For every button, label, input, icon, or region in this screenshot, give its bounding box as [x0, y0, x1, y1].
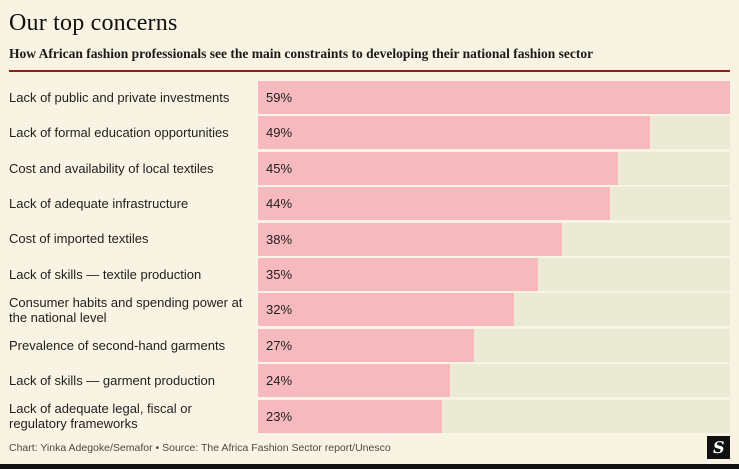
chart-row: Lack of skills — textile production 35%: [9, 257, 730, 291]
category-label: Lack of skills — garment production: [9, 372, 215, 388]
value-label: 49%: [266, 125, 293, 141]
bottom-border: [0, 464, 739, 469]
bar-track: 45%: [258, 151, 730, 185]
bar-track: 49%: [258, 116, 730, 150]
bar: [258, 257, 538, 291]
value-label: 44%: [266, 196, 293, 212]
bar-chart: Lack of public and private investments 59…: [9, 81, 730, 433]
chart-row: Consumer habits and spending power at th…: [9, 293, 730, 327]
bar: [258, 328, 474, 362]
value-label: 59%: [266, 90, 293, 105]
value-label: 23%: [266, 408, 293, 424]
bar-track: 44%: [258, 187, 730, 221]
chart-subtitle: How African fashion professionals see th…: [9, 46, 594, 61]
chart-row: Lack of public and private investments 59…: [9, 81, 730, 114]
bar: [258, 399, 442, 433]
bar: [258, 364, 450, 398]
chart-row: Lack of adequate infrastructure 44%: [9, 187, 730, 221]
bar: [258, 187, 611, 221]
bar-track: 32%: [258, 293, 730, 327]
chart-row: Cost and availability of local textiles 4…: [9, 151, 730, 185]
value-label: 24%: [266, 373, 293, 389]
bar-track: 27%: [258, 328, 730, 362]
logo-letter: S: [711, 438, 726, 457]
category-label: Cost of imported textiles: [9, 231, 149, 247]
category-label: Cost and availability of local textiles: [9, 160, 214, 176]
bar-track: 24%: [258, 364, 730, 398]
chart-row: Cost of imported textiles 38%: [9, 222, 730, 256]
page-title: Our top concerns: [9, 10, 178, 36]
value-label: 45%: [266, 160, 293, 176]
category-label: Prevalence of second-hand garments: [9, 337, 226, 353]
category-label: Consumer habits and spending power at th…: [9, 294, 243, 325]
chart-footer: Chart: Yinka Adegoke/Semafor • Source: T…: [9, 436, 730, 459]
category-label: Lack of adequate infrastructure: [9, 196, 189, 211]
semafor-logo: S: [707, 436, 730, 459]
value-label: 38%: [266, 231, 293, 247]
chart-row: Lack of skills — garment production 24%: [9, 364, 730, 398]
chart-row: Prevalence of second-hand garments 27%: [9, 328, 730, 362]
bar-track: 38%: [258, 222, 730, 256]
bar: [258, 81, 730, 114]
category-label: Lack of skills — textile production: [9, 266, 202, 282]
value-label: 32%: [266, 302, 293, 318]
value-label: 27%: [266, 337, 293, 353]
bar: [258, 116, 650, 150]
chart-row: Lack of formal education opportunities 49…: [9, 116, 730, 150]
category-label: Lack of public and private investments: [9, 89, 230, 105]
bar: [258, 151, 618, 185]
chart-row: Lack of adequate legal, fiscal or regula…: [9, 399, 730, 433]
accent-divider: [9, 70, 730, 72]
bar-track: 23%: [258, 399, 730, 433]
bar: [258, 293, 514, 327]
bar-track: 35%: [258, 257, 730, 291]
bar-track: 59%: [258, 81, 730, 114]
category-label: Lack of formal education opportunities: [9, 125, 229, 141]
value-label: 35%: [266, 266, 293, 282]
chart-credit: Chart: Yinka Adegoke/Semafor • Source: T…: [9, 441, 391, 454]
category-label: Lack of adequate legal, fiscal or regula…: [9, 400, 192, 432]
bar: [258, 222, 562, 256]
